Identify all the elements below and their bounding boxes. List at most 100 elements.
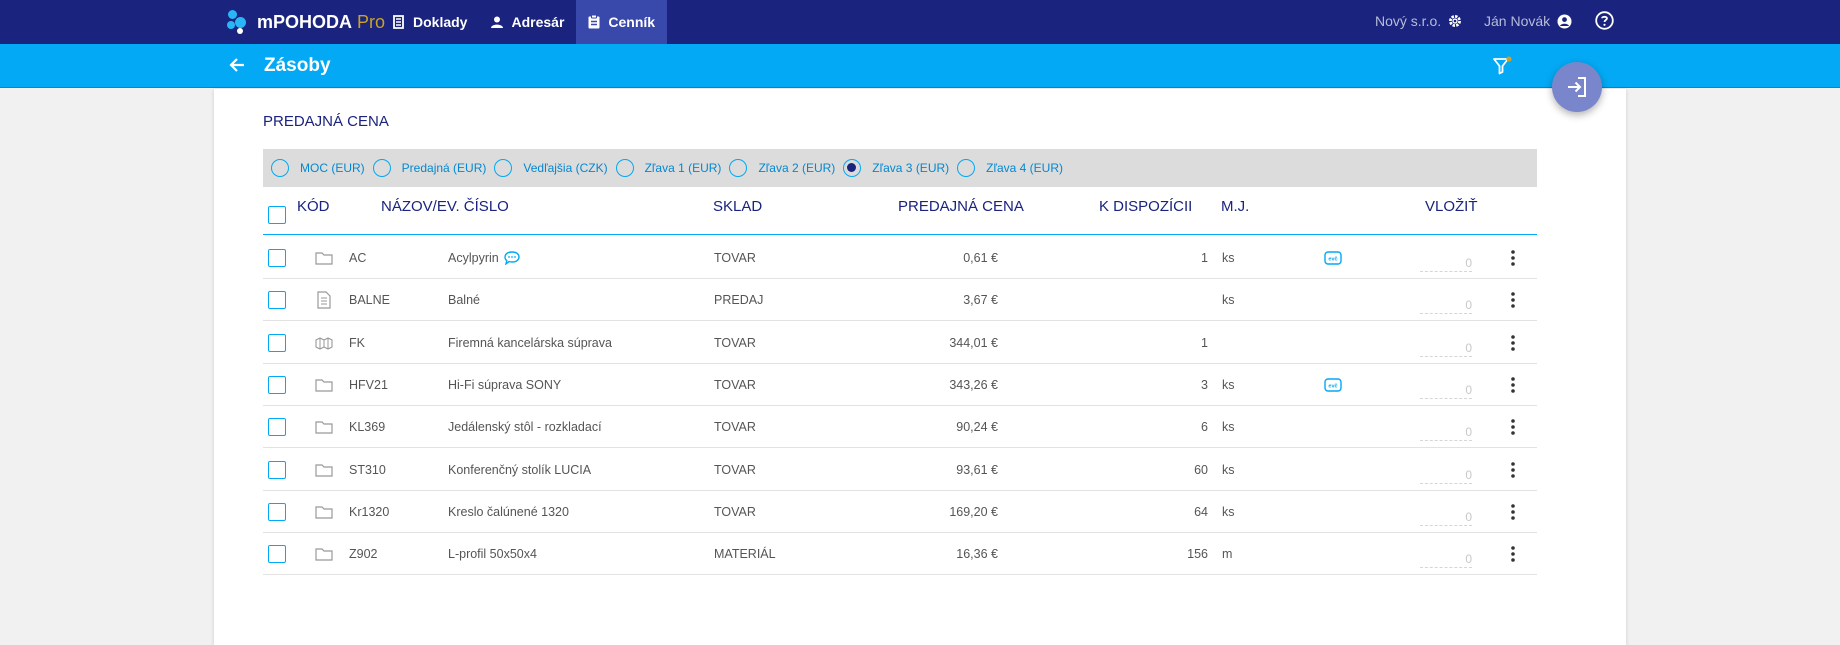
price-option-vedlajsia[interactable]: Vedľajšia (CZK) [494, 159, 608, 177]
more-vert-icon[interactable] [1510, 249, 1516, 267]
table-row[interactable]: Z902 L-profil 50x50x4 MATERIÁL 16,36 € 156 m [263, 533, 1537, 575]
app-logo[interactable]: mPOHODA Pro [226, 0, 385, 44]
more-vert-icon[interactable] [1510, 461, 1516, 479]
radio-button[interactable] [372, 159, 391, 177]
column-header-name[interactable]: NÁZOV/EV. ČÍSLO [381, 198, 509, 215]
row-checkbox[interactable] [268, 503, 286, 521]
user-menu[interactable]: Ján Novák [1484, 13, 1572, 29]
price-option-moc[interactable]: MOC (EUR) [271, 159, 365, 177]
quantity-input[interactable] [1420, 288, 1472, 314]
item-name-text: L-profil 50x50x4 [448, 547, 537, 561]
quantity-input[interactable] [1420, 542, 1472, 568]
column-header-avail[interactable]: K DISPOZÍCII [1099, 198, 1193, 215]
documents-icon [393, 15, 404, 29]
item-name: Hi-Fi súprava SONY [448, 378, 561, 392]
item-unit: ks [1222, 293, 1235, 307]
more-vert-icon[interactable] [1510, 291, 1516, 309]
price-option-zlava-3[interactable]: Zľava 3 (EUR) [843, 159, 949, 177]
table-row[interactable]: Kr1320 Kreslo čalúnené 1320 TOVAR 169,20 € 6… [263, 491, 1537, 533]
radio-button[interactable] [494, 159, 513, 177]
row-checkbox[interactable] [268, 418, 286, 436]
app-edition: Pro [357, 11, 386, 32]
stock-card: PREDAJNÁ CENA MOC (EUR) Predajná (EUR) V… [214, 89, 1626, 645]
column-header-code[interactable]: KÓD [297, 198, 330, 215]
row-checkbox[interactable] [268, 545, 286, 563]
item-unit: ks [1222, 505, 1235, 519]
filter-button[interactable] [1492, 56, 1512, 81]
nav-item-adresar[interactable]: Adresár [479, 0, 576, 44]
item-sklad: TOVAR [714, 505, 756, 519]
radio-button-selected[interactable] [843, 159, 862, 177]
item-available: 156 [1187, 547, 1208, 561]
item-code: Z902 [349, 547, 378, 561]
table-header [263, 195, 1537, 235]
company-selector[interactable]: Nový s.r.o. [1375, 13, 1462, 29]
item-code: FK [349, 336, 365, 350]
quantity-input[interactable] [1420, 373, 1472, 399]
table-row[interactable]: KL369 Jedálenský stôl - rozkladací TOVAR 90… [263, 406, 1537, 448]
quantity-input[interactable] [1420, 246, 1472, 272]
insert-fab-button[interactable] [1552, 62, 1602, 112]
more-vert-icon[interactable] [1510, 418, 1516, 436]
item-code: BALNE [349, 293, 390, 307]
price-option-label: Zľava 1 (EUR) [644, 161, 722, 175]
nav-label: Doklady [413, 14, 468, 30]
quantity-input[interactable] [1420, 458, 1472, 484]
column-header-price[interactable]: PREDAJNÁ CENA [898, 198, 1024, 215]
page-header: Zásoby [0, 44, 1840, 88]
item-sklad: TOVAR [714, 420, 756, 434]
table-row[interactable]: BALNE Balné PREDAJ 3,67 € ks [263, 279, 1537, 321]
nav-item-cennik[interactable]: Cenník [576, 0, 668, 44]
row-checkbox[interactable] [268, 291, 286, 309]
more-vert-icon[interactable] [1510, 545, 1516, 563]
column-header-mj[interactable]: M.J. [1221, 198, 1250, 215]
select-all-checkbox[interactable] [268, 206, 286, 224]
price-option-zlava-4[interactable]: Zľava 4 (EUR) [957, 159, 1063, 177]
row-checkbox[interactable] [268, 334, 286, 352]
column-header-sklad[interactable]: SKLAD [713, 198, 763, 215]
gear-icon [1449, 15, 1462, 27]
quantity-input[interactable] [1420, 331, 1472, 357]
radio-button[interactable] [957, 159, 976, 177]
item-unit: ks [1222, 378, 1235, 392]
item-code: HFV21 [349, 378, 388, 392]
more-vert-icon[interactable] [1510, 503, 1516, 521]
serial-number-icon: evč [1324, 378, 1342, 392]
item-name-text: Balné [448, 293, 480, 307]
price-option-label: Zľava 2 (EUR) [758, 161, 836, 175]
item-unit: ks [1222, 420, 1235, 434]
price-option-predajna[interactable]: Predajná (EUR) [372, 159, 486, 177]
more-vert-icon[interactable] [1510, 376, 1516, 394]
comment-icon[interactable] [504, 251, 520, 265]
nav-item-doklady[interactable]: Doklady [380, 0, 479, 44]
table-row[interactable]: AC Acylpyrin TOVAR 0,61 € 1 ks evč [263, 237, 1537, 279]
item-sklad: PREDAJ [714, 293, 764, 307]
quantity-input[interactable] [1420, 415, 1472, 441]
account-circle-icon [1557, 14, 1572, 28]
quantity-input[interactable] [1420, 500, 1472, 526]
item-unit: ks [1222, 463, 1235, 477]
page-title: Zásoby [264, 55, 331, 76]
more-vert-icon[interactable] [1510, 334, 1516, 352]
price-option-zlava-1[interactable]: Zľava 1 (EUR) [615, 159, 722, 177]
table-row[interactable]: ST310 Konferenčný stolík LUCIA TOVAR 93,61 … [263, 449, 1537, 491]
radio-button[interactable] [271, 159, 289, 177]
folder-icon [315, 421, 333, 434]
help-icon [1595, 11, 1614, 30]
radio-button[interactable] [729, 159, 748, 177]
row-checkbox[interactable] [268, 461, 286, 479]
price-option-zlava-2[interactable]: Zľava 2 (EUR) [729, 159, 835, 177]
arrow-left-icon [229, 58, 244, 72]
folder-icon [315, 379, 333, 392]
table-row[interactable]: FK Firemná kancelárska súprava TOVAR 344,01… [263, 322, 1537, 364]
item-code: AC [349, 251, 367, 265]
row-checkbox[interactable] [268, 249, 286, 267]
help-button[interactable] [1595, 11, 1614, 35]
radio-button[interactable] [615, 159, 634, 177]
item-price: 343,26 € [949, 378, 998, 392]
table-row[interactable]: HFV21 Hi-Fi súprava SONY TOVAR 343,26 € 3 ks e… [263, 364, 1537, 406]
row-checkbox[interactable] [268, 376, 286, 394]
app-name: mPOHODA [257, 11, 353, 32]
back-button[interactable] [228, 56, 246, 79]
price-option-label: Zľava 4 (EUR) [986, 161, 1064, 175]
